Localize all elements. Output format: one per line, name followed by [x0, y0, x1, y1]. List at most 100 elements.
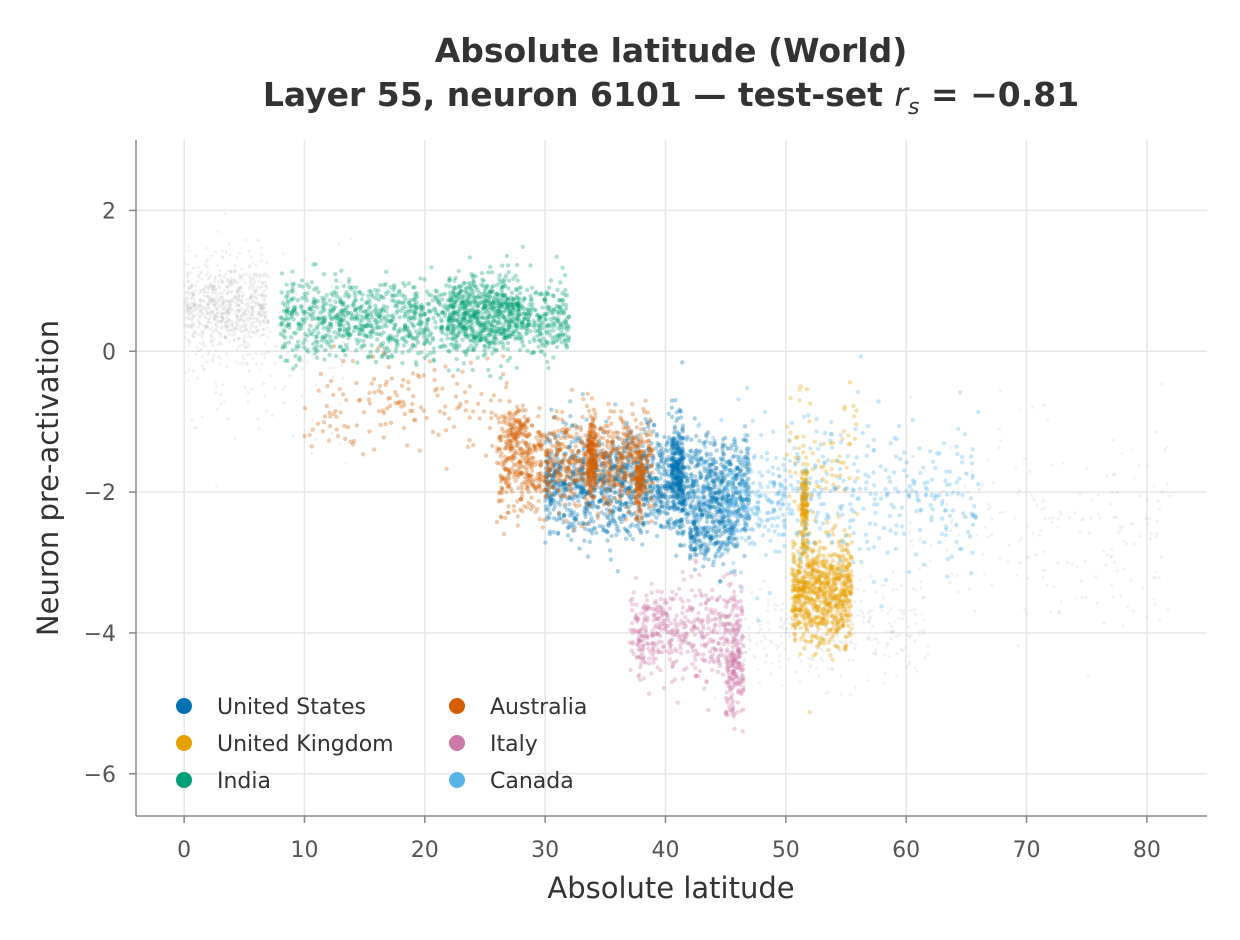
data-point — [643, 417, 648, 422]
data-point — [801, 631, 806, 636]
data-point — [190, 310, 194, 314]
data-point — [248, 316, 252, 320]
data-point — [862, 620, 866, 624]
data-point — [734, 675, 738, 680]
data-point — [1152, 484, 1156, 488]
data-point — [1018, 561, 1023, 565]
data-point — [214, 312, 218, 317]
data-point — [188, 312, 192, 316]
data-point — [665, 511, 670, 516]
data-point — [194, 308, 198, 312]
data-point — [594, 530, 599, 536]
data-point — [266, 275, 270, 280]
data-point — [886, 611, 890, 615]
data-point — [1084, 595, 1088, 599]
data-point — [192, 331, 196, 335]
data-point — [1110, 548, 1114, 552]
data-point — [213, 298, 217, 302]
data-point — [1041, 568, 1045, 573]
data-point — [205, 313, 209, 317]
data-point — [766, 598, 771, 602]
data-point — [240, 317, 244, 321]
data-point — [221, 302, 225, 306]
data-point — [795, 589, 801, 594]
data-point — [237, 295, 241, 300]
data-point — [244, 328, 248, 332]
chart-title-line-2: Layer 55, neuron 6101 — test-set rs = −0… — [263, 75, 1079, 120]
data-point — [884, 630, 888, 634]
data-point — [221, 280, 225, 284]
data-point — [209, 340, 213, 344]
data-point — [793, 637, 797, 641]
data-point — [248, 352, 252, 356]
data-point — [1060, 600, 1064, 604]
data-point — [558, 498, 564, 503]
data-point — [198, 298, 202, 302]
data-point — [870, 624, 875, 628]
data-point — [260, 333, 265, 337]
data-point — [188, 340, 192, 344]
data-point — [1115, 569, 1119, 573]
data-point — [255, 274, 259, 278]
data-point — [744, 650, 748, 655]
data-point — [254, 289, 258, 293]
data-point — [255, 302, 259, 306]
data-point — [713, 696, 717, 701]
data-point — [207, 302, 211, 306]
data-point — [258, 312, 262, 316]
data-point — [192, 334, 196, 338]
data-point — [224, 303, 229, 307]
data-point — [242, 340, 246, 344]
data-point — [790, 583, 795, 589]
data-point — [1043, 506, 1047, 510]
data-point — [1030, 494, 1034, 498]
data-point — [770, 641, 774, 645]
data-point — [833, 604, 838, 609]
data-point — [199, 270, 203, 274]
data-point — [673, 502, 678, 508]
data-point — [470, 367, 475, 373]
data-point — [814, 666, 819, 670]
data-point — [247, 276, 251, 280]
data-point — [1125, 605, 1129, 609]
data-point — [1140, 586, 1144, 591]
data-point — [217, 305, 221, 309]
data-point — [704, 519, 710, 525]
data-point — [730, 652, 734, 656]
data-point — [202, 299, 206, 303]
data-point — [903, 646, 907, 650]
data-point — [747, 626, 751, 630]
data-point — [923, 656, 928, 660]
data-point — [651, 423, 657, 428]
data-point — [220, 383, 225, 387]
data-point — [882, 583, 886, 587]
data-point — [234, 304, 238, 308]
data-point — [821, 553, 827, 559]
data-point — [615, 524, 620, 529]
data-point — [838, 639, 842, 644]
data-point — [278, 310, 282, 314]
data-point — [1124, 542, 1128, 546]
data-point — [224, 299, 228, 303]
data-point — [818, 580, 824, 586]
data-point — [799, 659, 803, 663]
data-point — [779, 634, 784, 638]
data-point — [226, 417, 230, 421]
data-point — [260, 310, 264, 314]
data-point — [840, 623, 846, 629]
data-point — [569, 537, 574, 543]
data-point — [236, 308, 240, 312]
data-point — [230, 324, 234, 328]
data-point — [257, 427, 261, 431]
data-point — [645, 513, 651, 518]
data-point — [291, 434, 295, 438]
data-point — [225, 328, 229, 332]
data-point — [256, 312, 260, 316]
data-point — [224, 333, 228, 337]
data-point — [249, 281, 253, 285]
data-point — [1015, 573, 1019, 577]
data-point — [814, 633, 819, 639]
data-point — [718, 579, 723, 584]
data-point — [201, 343, 205, 347]
data-point — [262, 310, 267, 314]
